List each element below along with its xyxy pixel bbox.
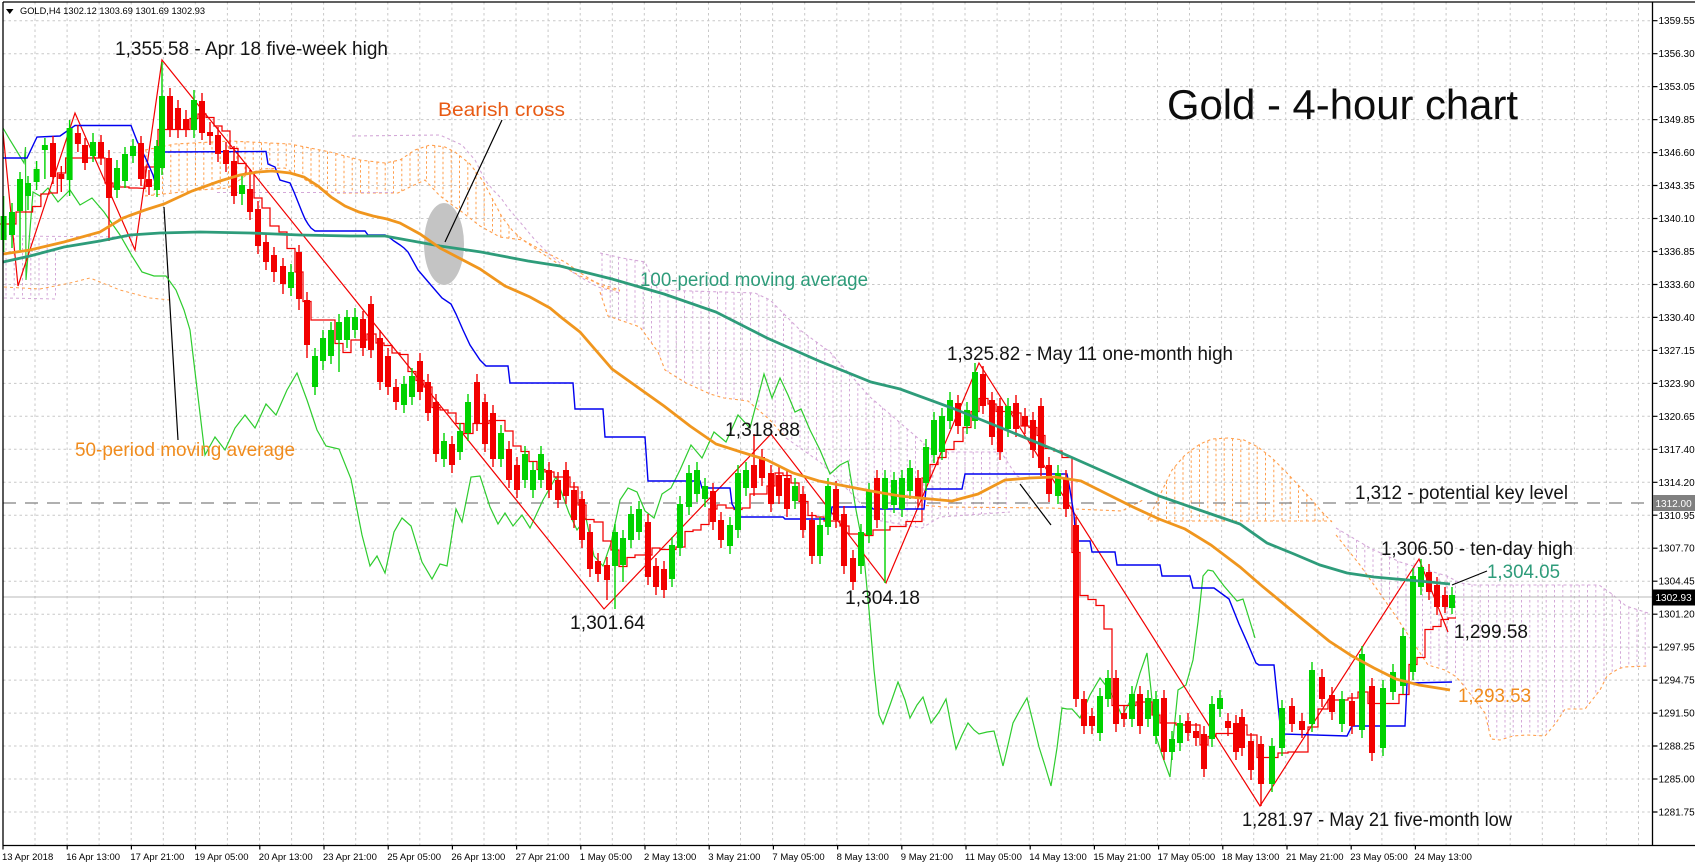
svg-text:1340.10: 1340.10 <box>1659 214 1695 225</box>
svg-text:50-period moving average: 50-period moving average <box>75 439 295 461</box>
svg-text:17 Apr 21:00: 17 Apr 21:00 <box>130 852 184 863</box>
svg-text:26 Apr 13:00: 26 Apr 13:00 <box>451 852 505 863</box>
svg-text:100-period moving average: 100-period moving average <box>640 269 868 291</box>
svg-text:1294.75: 1294.75 <box>1659 676 1695 687</box>
svg-text:1,299.58: 1,299.58 <box>1454 621 1528 643</box>
svg-text:1314.20: 1314.20 <box>1659 478 1695 489</box>
svg-text:1310.95: 1310.95 <box>1659 511 1695 522</box>
svg-text:14 May 13:00: 14 May 13:00 <box>1029 852 1087 863</box>
svg-text:1288.25: 1288.25 <box>1659 742 1695 753</box>
svg-text:8 May 13:00: 8 May 13:00 <box>837 852 889 863</box>
svg-text:1307.70: 1307.70 <box>1659 544 1695 555</box>
svg-text:Bearish cross: Bearish cross <box>438 99 565 121</box>
svg-text:23 May 05:00: 23 May 05:00 <box>1350 852 1408 863</box>
svg-text:19 Apr 05:00: 19 Apr 05:00 <box>195 852 249 863</box>
svg-text:1297.95: 1297.95 <box>1659 643 1695 654</box>
svg-text:18 May 13:00: 18 May 13:00 <box>1222 852 1280 863</box>
svg-text:15 May 21:00: 15 May 21:00 <box>1093 852 1151 863</box>
svg-text:9 May 21:00: 9 May 21:00 <box>901 852 953 863</box>
svg-text:1359.55: 1359.55 <box>1659 16 1695 27</box>
svg-text:13 Apr 2018: 13 Apr 2018 <box>2 852 53 863</box>
svg-text:23 Apr 21:00: 23 Apr 21:00 <box>323 852 377 863</box>
svg-text:1,355.58 - Apr 18 five-week hi: 1,355.58 - Apr 18 five-week high <box>115 38 388 60</box>
svg-text:20 Apr 13:00: 20 Apr 13:00 <box>259 852 313 863</box>
svg-text:1336.85: 1336.85 <box>1659 247 1695 258</box>
svg-text:1302.93: 1302.93 <box>1656 593 1693 604</box>
svg-text:2 May 13:00: 2 May 13:00 <box>644 852 696 863</box>
svg-text:1327.15: 1327.15 <box>1659 346 1695 357</box>
svg-text:1349.85: 1349.85 <box>1659 115 1695 126</box>
svg-text:1346.60: 1346.60 <box>1659 148 1695 159</box>
svg-text:1353.05: 1353.05 <box>1659 82 1695 93</box>
svg-text:17 May 05:00: 17 May 05:00 <box>1158 852 1216 863</box>
svg-text:1291.50: 1291.50 <box>1659 709 1695 720</box>
svg-text:21 May 21:00: 21 May 21:00 <box>1286 852 1344 863</box>
svg-text:1333.60: 1333.60 <box>1659 280 1695 291</box>
svg-text:11 May 05:00: 11 May 05:00 <box>965 852 1022 863</box>
svg-text:27 Apr 21:00: 27 Apr 21:00 <box>516 852 570 863</box>
svg-text:1,304.05: 1,304.05 <box>1487 561 1560 583</box>
svg-text:3 May 21:00: 3 May 21:00 <box>708 852 760 863</box>
svg-text:1281.75: 1281.75 <box>1659 808 1695 819</box>
svg-text:1301.20: 1301.20 <box>1659 610 1695 621</box>
svg-text:1,318.88: 1,318.88 <box>725 419 800 441</box>
svg-text:1304.45: 1304.45 <box>1659 577 1695 588</box>
svg-text:1 May 05:00: 1 May 05:00 <box>580 852 632 863</box>
svg-text:1317.40: 1317.40 <box>1659 445 1695 456</box>
svg-text:1330.40: 1330.40 <box>1659 313 1695 324</box>
svg-text:1323.90: 1323.90 <box>1659 379 1695 390</box>
svg-text:7 May 05:00: 7 May 05:00 <box>772 852 824 863</box>
svg-text:24 May 13:00: 24 May 13:00 <box>1414 852 1472 863</box>
svg-text:1285.00: 1285.00 <box>1659 775 1695 786</box>
svg-text:16 Apr 13:00: 16 Apr 13:00 <box>66 852 120 863</box>
svg-text:Gold - 4-hour chart: Gold - 4-hour chart <box>1167 81 1518 128</box>
svg-text:1,301.64: 1,301.64 <box>570 612 645 634</box>
svg-text:GOLD,H4 1302.12 1303.69 1301.: GOLD,H4 1302.12 1303.69 1301.69 1302.93 <box>20 6 205 17</box>
svg-text:1,304.18: 1,304.18 <box>845 587 920 609</box>
svg-text:1,281.97 - May 21 five-month l: 1,281.97 - May 21 five-month low <box>1242 809 1513 831</box>
svg-text:1320.65: 1320.65 <box>1659 412 1695 423</box>
svg-text:1,306.50 - ten-day high: 1,306.50 - ten-day high <box>1381 538 1573 560</box>
svg-text:1312.00: 1312.00 <box>1656 499 1693 510</box>
svg-text:1343.35: 1343.35 <box>1659 181 1695 192</box>
svg-text:1,312 - potential key level: 1,312 - potential key level <box>1355 482 1568 504</box>
svg-text:1,293.53: 1,293.53 <box>1458 685 1531 707</box>
svg-text:25 Apr 05:00: 25 Apr 05:00 <box>387 852 441 863</box>
svg-text:1,325.82 - May 11 one-month hi: 1,325.82 - May 11 one-month high <box>947 343 1233 365</box>
svg-text:1356.30: 1356.30 <box>1659 49 1695 60</box>
